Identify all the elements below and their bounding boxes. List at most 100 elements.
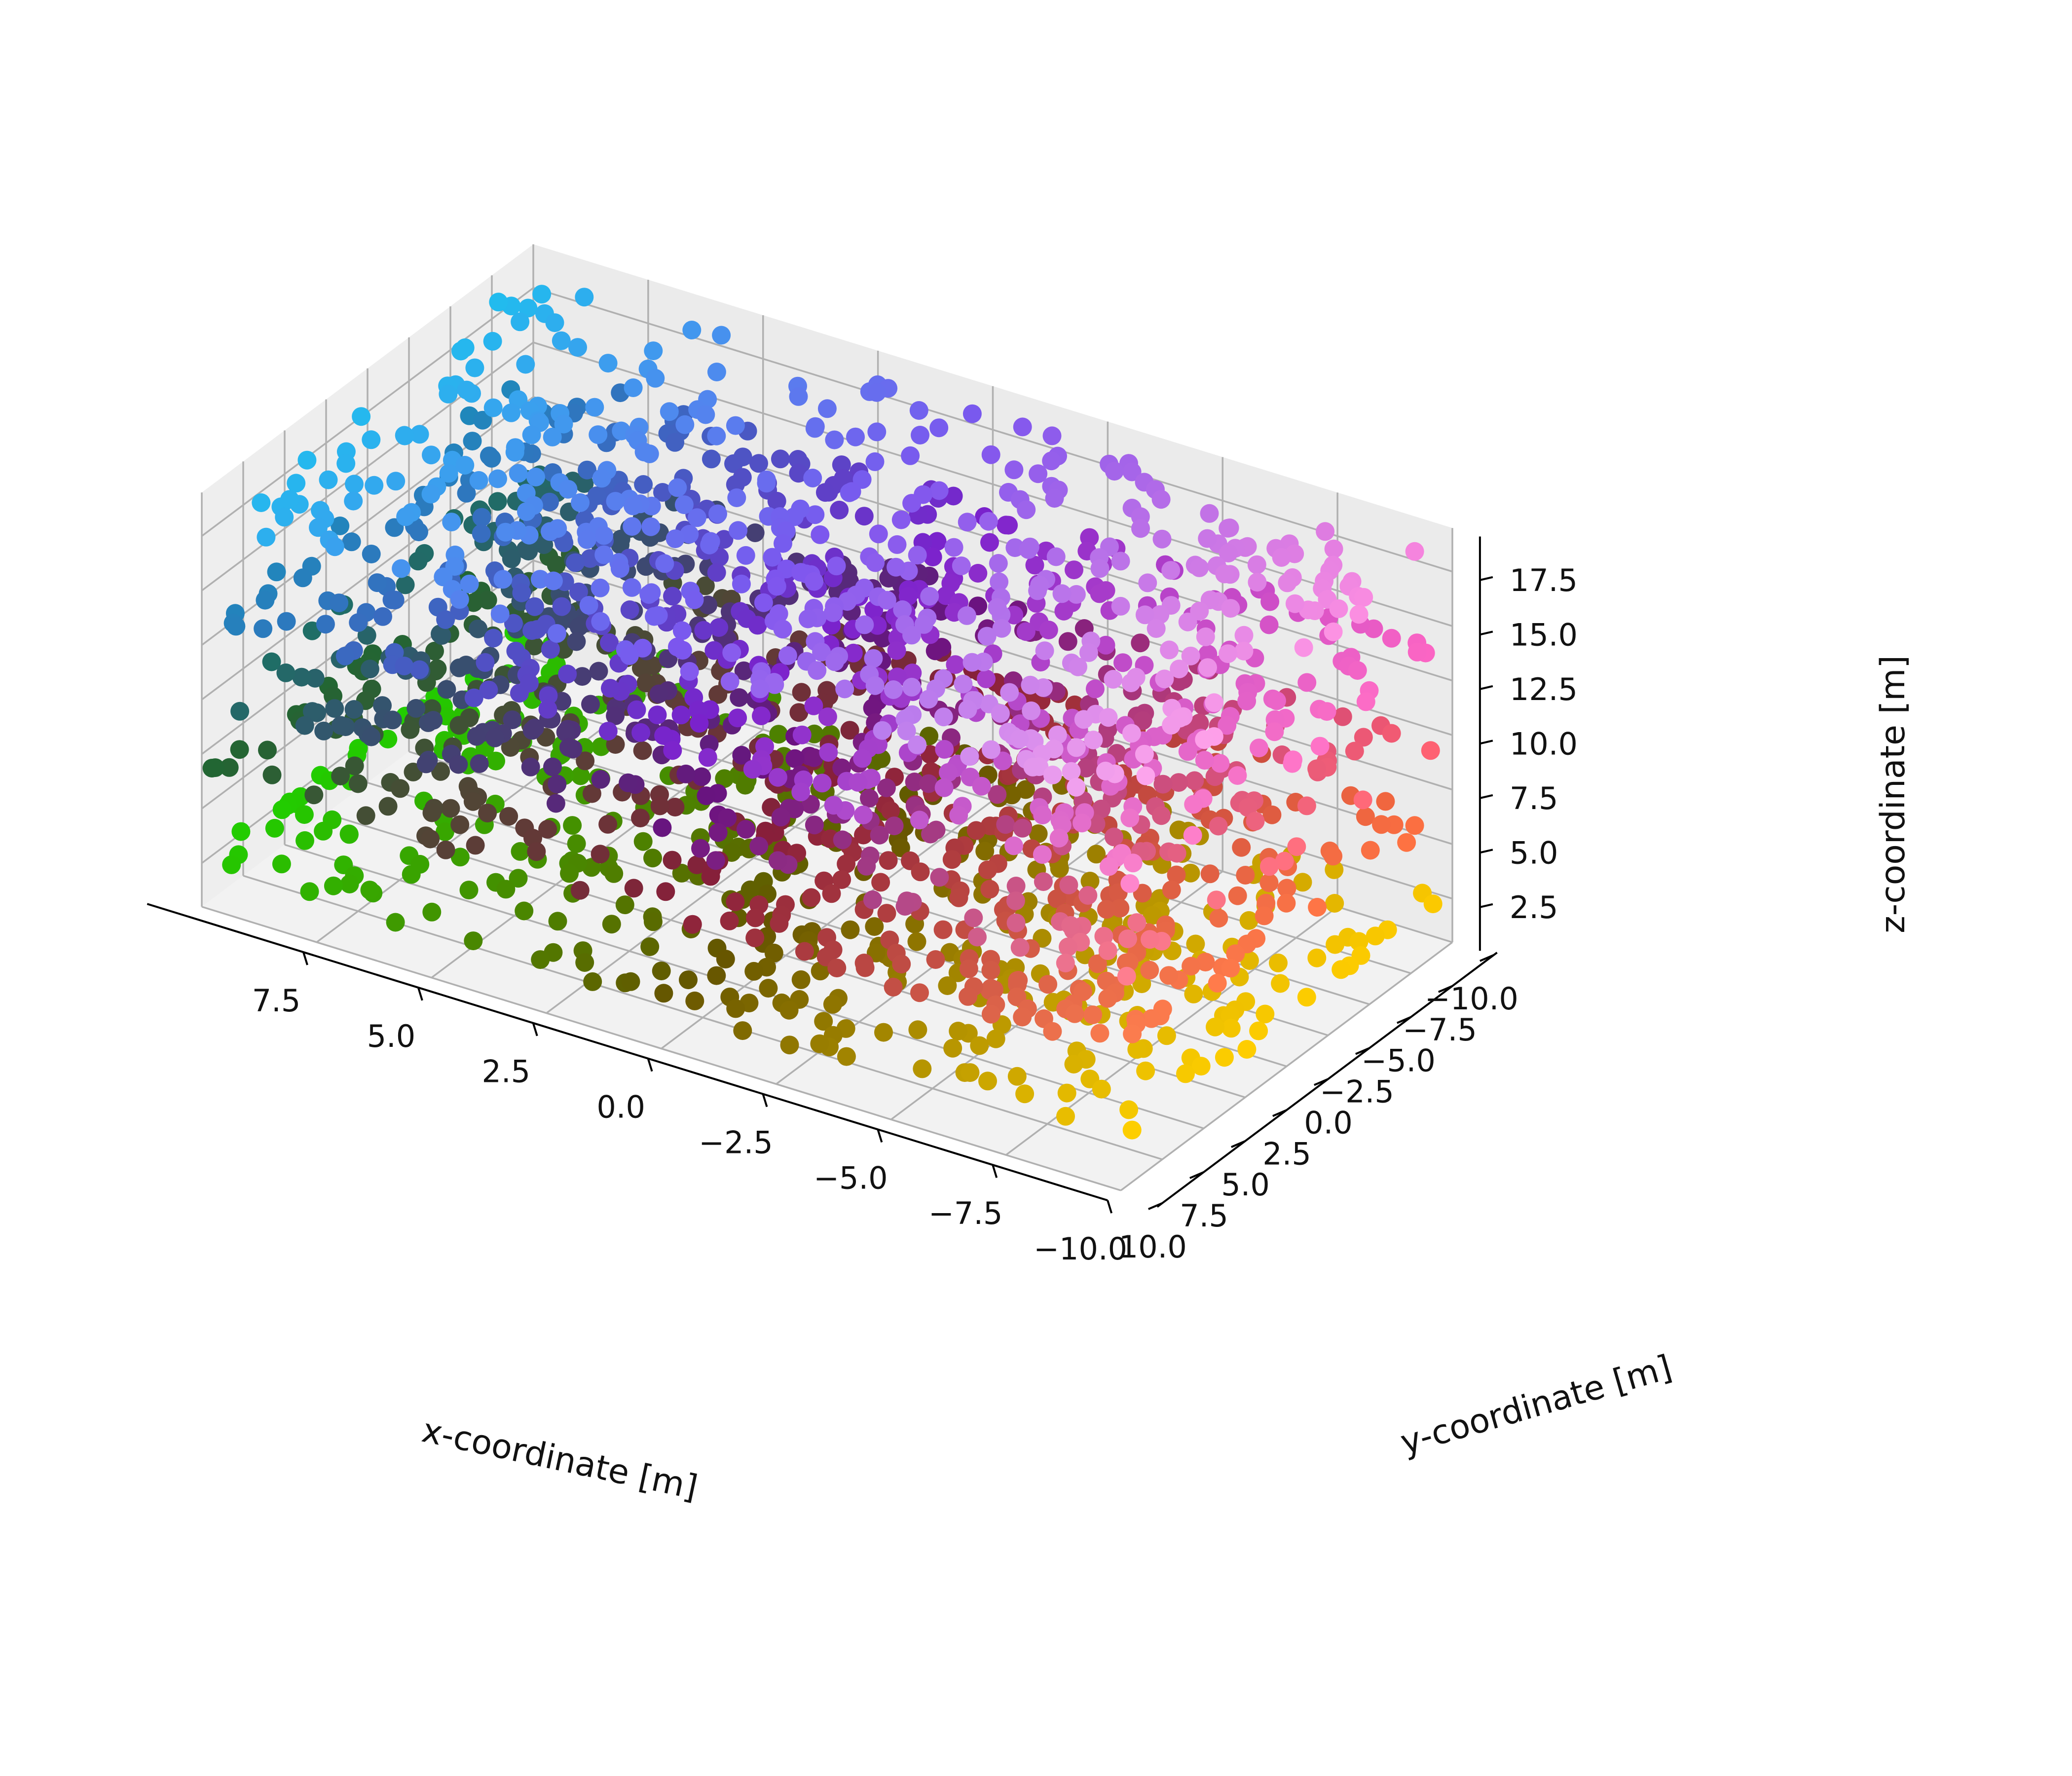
scatter-point bbox=[921, 824, 940, 844]
scatter-point bbox=[646, 369, 665, 388]
scatter-point bbox=[1221, 599, 1240, 618]
floor-grid-y bbox=[326, 813, 1246, 1099]
y-tick-label: −7.5 bbox=[1403, 1012, 1477, 1048]
scatter-point bbox=[884, 680, 903, 699]
z-tick-label: 7.5 bbox=[1510, 780, 1558, 816]
scatter-point bbox=[1059, 875, 1078, 894]
scatter-point bbox=[1354, 588, 1373, 607]
scatter-point bbox=[345, 475, 364, 494]
scatter-point bbox=[1407, 642, 1427, 662]
scatter-point bbox=[1056, 954, 1075, 972]
z-tick-label: 2.5 bbox=[1510, 889, 1558, 925]
scatter-point bbox=[598, 722, 618, 741]
scatter-point bbox=[402, 865, 421, 884]
scatter-point bbox=[631, 723, 651, 742]
scatter-point bbox=[230, 740, 249, 759]
scatter-point bbox=[476, 653, 495, 672]
scatter-point bbox=[633, 741, 652, 760]
x-tick-mark bbox=[877, 1129, 883, 1143]
scatter-point bbox=[914, 615, 933, 634]
scatter-point bbox=[1219, 644, 1238, 664]
scatter-point bbox=[591, 845, 610, 864]
scatter-point bbox=[1272, 548, 1291, 567]
scatter-point bbox=[1269, 953, 1288, 972]
scatter-point bbox=[929, 481, 949, 500]
scatter-point bbox=[870, 825, 889, 845]
y-tick-mark bbox=[1397, 1016, 1411, 1024]
scatter-point bbox=[230, 702, 250, 721]
scatter-point bbox=[386, 913, 405, 932]
scatter-point bbox=[548, 912, 567, 931]
scatter-point bbox=[496, 522, 515, 542]
scatter-point bbox=[1122, 724, 1141, 743]
scatter-point bbox=[1069, 657, 1087, 676]
x-tick-mark bbox=[647, 1058, 653, 1072]
scatter-point bbox=[252, 493, 271, 512]
z-tick-label: 15.0 bbox=[1510, 617, 1578, 653]
scatter-point bbox=[934, 778, 954, 797]
scatter-point bbox=[1061, 916, 1080, 935]
scatter-point bbox=[779, 1000, 799, 1020]
scatter-point bbox=[770, 914, 789, 933]
z-tick-mark bbox=[1480, 630, 1493, 636]
scatter-point bbox=[952, 556, 971, 575]
scatter-point bbox=[958, 700, 977, 719]
scatter-point bbox=[802, 888, 821, 907]
scatter-point bbox=[478, 591, 497, 610]
scatter-point bbox=[463, 432, 482, 451]
scatter-point bbox=[978, 1072, 997, 1091]
scatter-point bbox=[666, 798, 685, 816]
scatter-point bbox=[927, 532, 947, 551]
y-tick-label: −2.5 bbox=[1320, 1074, 1394, 1110]
scatter-point bbox=[891, 838, 910, 857]
scatter-point bbox=[1209, 909, 1228, 928]
scatter-point bbox=[627, 700, 646, 719]
scatter-point bbox=[707, 426, 726, 445]
scatter-point bbox=[594, 545, 614, 564]
scatter-point bbox=[1010, 729, 1029, 748]
scatter-point bbox=[1042, 451, 1061, 471]
scatter-point bbox=[1184, 795, 1203, 814]
scatter-point bbox=[293, 568, 312, 588]
scatter-point bbox=[902, 494, 922, 513]
scatter-point bbox=[990, 572, 1009, 592]
scatter-point bbox=[837, 854, 856, 874]
scatter-point bbox=[691, 839, 710, 858]
scatter-point bbox=[1042, 426, 1062, 445]
scatter-point bbox=[1152, 806, 1171, 825]
scatter-point bbox=[1152, 529, 1172, 549]
scatter-point bbox=[552, 331, 571, 350]
scatter-point bbox=[884, 977, 903, 997]
scatter-point bbox=[436, 840, 455, 859]
scatter-point bbox=[844, 643, 863, 663]
z-axis-ticks: 2.5 5.0 7.5 10.0 12.5 15.0 17.5 bbox=[1480, 562, 1578, 925]
scatter-point bbox=[262, 765, 282, 784]
scatter-point bbox=[972, 777, 991, 796]
scatter-point bbox=[1096, 761, 1115, 780]
scatter-point bbox=[1215, 564, 1234, 584]
scatter-point bbox=[546, 794, 565, 813]
scatter-point bbox=[893, 600, 912, 619]
scatter-point bbox=[791, 782, 811, 802]
scatter-point bbox=[1080, 872, 1100, 890]
scatter-point bbox=[410, 660, 429, 679]
scatter-point bbox=[1065, 1004, 1084, 1023]
scatter-layer bbox=[202, 522, 1424, 1043]
scatter-point bbox=[944, 486, 963, 506]
scatter-point bbox=[519, 542, 538, 561]
scatter-point bbox=[1198, 529, 1217, 548]
scatter-point bbox=[865, 452, 885, 471]
scatter-point bbox=[1006, 913, 1026, 932]
scatter-point bbox=[275, 508, 294, 527]
scatter-point bbox=[640, 937, 660, 956]
scatter-point bbox=[560, 864, 579, 883]
scatter-point bbox=[749, 454, 768, 473]
scatter-point bbox=[1127, 1040, 1147, 1059]
scatter-point bbox=[521, 757, 540, 777]
scatter-point bbox=[885, 816, 904, 836]
scatter-point bbox=[810, 1034, 829, 1053]
scatter-point bbox=[988, 598, 1007, 617]
scatter-point bbox=[980, 533, 999, 552]
scatter-point bbox=[707, 966, 726, 985]
scatter-point bbox=[325, 537, 344, 556]
